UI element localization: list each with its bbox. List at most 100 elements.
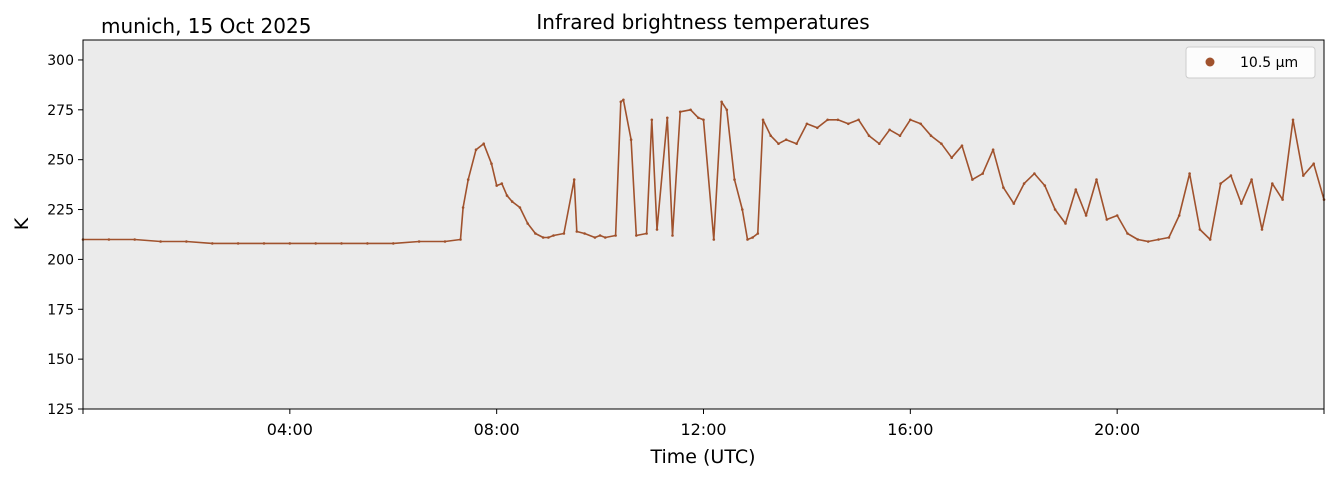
- y-tick-label: 125: [47, 402, 74, 418]
- data-point: [751, 236, 754, 239]
- data-point: [655, 228, 659, 231]
- data-point: [314, 242, 318, 245]
- data-point: [761, 118, 765, 122]
- data-point: [593, 236, 597, 239]
- data-point: [619, 100, 623, 104]
- data-point: [1188, 172, 1191, 175]
- data-point: [635, 234, 638, 237]
- data-point: [541, 236, 545, 239]
- data-point: [474, 148, 478, 151]
- x-axis-title: Time (UTC): [649, 446, 755, 468]
- data-point: [769, 134, 772, 137]
- data-point: [572, 178, 576, 181]
- data-point: [1198, 228, 1202, 231]
- data-point: [505, 194, 509, 197]
- chart-title: Infrared brightness temperatures: [536, 10, 869, 34]
- data-point: [702, 118, 705, 122]
- data-point: [919, 122, 922, 126]
- data-point: [720, 100, 723, 104]
- data-point: [697, 116, 700, 120]
- data-point: [461, 206, 465, 209]
- data-point: [622, 98, 625, 102]
- data-point: [1022, 182, 1026, 185]
- data-point: [1115, 214, 1119, 217]
- data-point: [1240, 202, 1243, 205]
- data-point: [510, 200, 514, 203]
- data-point: [960, 144, 964, 147]
- data-point: [826, 118, 829, 122]
- y-tick-label: 150: [47, 352, 74, 368]
- data-point: [1105, 218, 1109, 221]
- legend-marker: [1205, 57, 1215, 67]
- data-point: [909, 118, 912, 122]
- data-point: [495, 184, 499, 187]
- data-point: [1053, 208, 1057, 211]
- data-point: [650, 118, 654, 122]
- data-point: [236, 242, 240, 245]
- y-tick-label: 225: [47, 203, 74, 219]
- data-point: [1229, 174, 1233, 177]
- data-point: [1126, 232, 1129, 235]
- data-point: [1260, 228, 1264, 231]
- x-tick-label: 04:00: [267, 420, 313, 439]
- data-point: [482, 142, 486, 145]
- data-point: [1084, 214, 1088, 217]
- data-point: [526, 222, 529, 225]
- data-point: [211, 242, 214, 245]
- data-point: [575, 230, 579, 233]
- data-point: [604, 236, 607, 239]
- y-tick-label: 300: [47, 53, 74, 69]
- legend-box: [1185, 46, 1316, 79]
- y-tick-label: 175: [47, 302, 74, 318]
- x-tick-label: 12:00: [680, 420, 726, 439]
- data-point: [725, 108, 729, 112]
- data-point: [1136, 238, 1140, 241]
- data-point: [500, 182, 504, 185]
- data-point: [1271, 182, 1274, 185]
- data-point: [534, 232, 537, 235]
- data-point: [629, 138, 633, 141]
- data-point: [898, 134, 902, 137]
- data-point: [340, 242, 343, 245]
- data-point: [867, 134, 871, 137]
- data-point: [777, 142, 780, 145]
- data-point: [784, 138, 788, 141]
- data-point: [816, 126, 819, 130]
- data-point: [1095, 178, 1098, 181]
- data-point: [836, 118, 840, 122]
- data-point: [857, 118, 860, 122]
- data-point: [598, 234, 602, 237]
- data-point: [490, 162, 493, 165]
- y-axis: 125 150 175 200 225 250 275 300: [47, 53, 83, 418]
- series-trace: [83, 99, 1325, 245]
- data-point: [805, 122, 809, 126]
- data-point: [689, 108, 692, 112]
- x-tick-label: 08:00: [474, 420, 520, 439]
- data-point: [645, 232, 648, 235]
- data-point: [712, 238, 716, 241]
- data-point: [185, 240, 188, 243]
- y-axis-title: K: [11, 217, 33, 230]
- data-point: [1291, 118, 1295, 122]
- data-point: [666, 116, 669, 120]
- data-point: [1146, 240, 1150, 243]
- data-point: [366, 242, 369, 245]
- data-point: [1157, 238, 1160, 241]
- data-point: [288, 242, 292, 245]
- data-point: [1074, 188, 1078, 191]
- data-point: [795, 142, 798, 145]
- data-point: [583, 232, 586, 235]
- data-point: [159, 240, 162, 243]
- data-point: [746, 238, 749, 241]
- data-point: [940, 142, 943, 145]
- data-point: [552, 234, 555, 237]
- data-point: [107, 238, 111, 241]
- data-point: [847, 122, 850, 126]
- x-tick-label: 16:00: [887, 420, 933, 439]
- data-point: [417, 240, 421, 243]
- data-point: [1064, 222, 1067, 225]
- y-tick-label: 200: [47, 252, 74, 268]
- data-point: [950, 156, 953, 159]
- data-point: [929, 134, 933, 137]
